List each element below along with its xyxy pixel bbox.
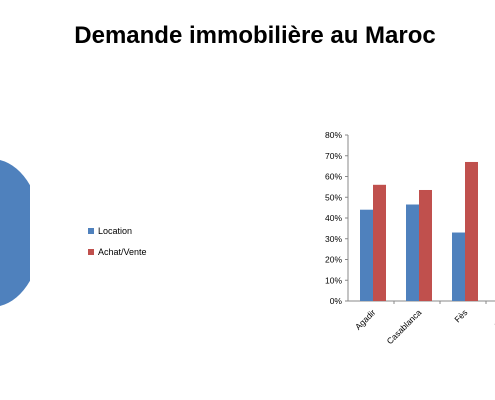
bar-achat-vente-1 [419, 189, 432, 301]
bar-location-0 [360, 209, 373, 301]
pie-slice-location [0, 160, 30, 306]
y-tick-label: 30% [325, 234, 342, 244]
legend-item-location: Location [88, 225, 147, 236]
legend-item-achat-vente: Achat/Vente [88, 246, 147, 257]
page-title: Demande immobilière au Maroc [74, 22, 436, 49]
y-tick-label: 20% [325, 255, 342, 265]
x-tick-label: Fès [452, 307, 469, 324]
bar-achat-vente-2 [465, 161, 478, 301]
pie-chart-fragment [0, 160, 30, 306]
legend: Location Achat/Vente [88, 225, 147, 267]
y-tick-label: 70% [325, 151, 342, 161]
y-tick-label: 60% [325, 172, 342, 182]
legend-swatch-location [88, 227, 94, 234]
x-tick-label: Casablanca [385, 307, 424, 346]
bar-location-2 [452, 232, 465, 301]
y-tick-label: 80% [325, 130, 342, 140]
legend-label-achat-vente: Achat/Vente [98, 246, 147, 257]
y-tick-label: 10% [325, 275, 342, 285]
legend-label-location: Location [98, 225, 133, 236]
bar-achat-vente-0 [373, 184, 386, 301]
x-tick-label: Agadir [353, 307, 378, 332]
y-tick-label: 0% [330, 296, 343, 306]
y-tick-label: 40% [325, 213, 342, 223]
bar-location-1 [406, 204, 419, 301]
legend-swatch-achat-vente [88, 248, 94, 255]
y-tick-label: 50% [325, 192, 342, 202]
